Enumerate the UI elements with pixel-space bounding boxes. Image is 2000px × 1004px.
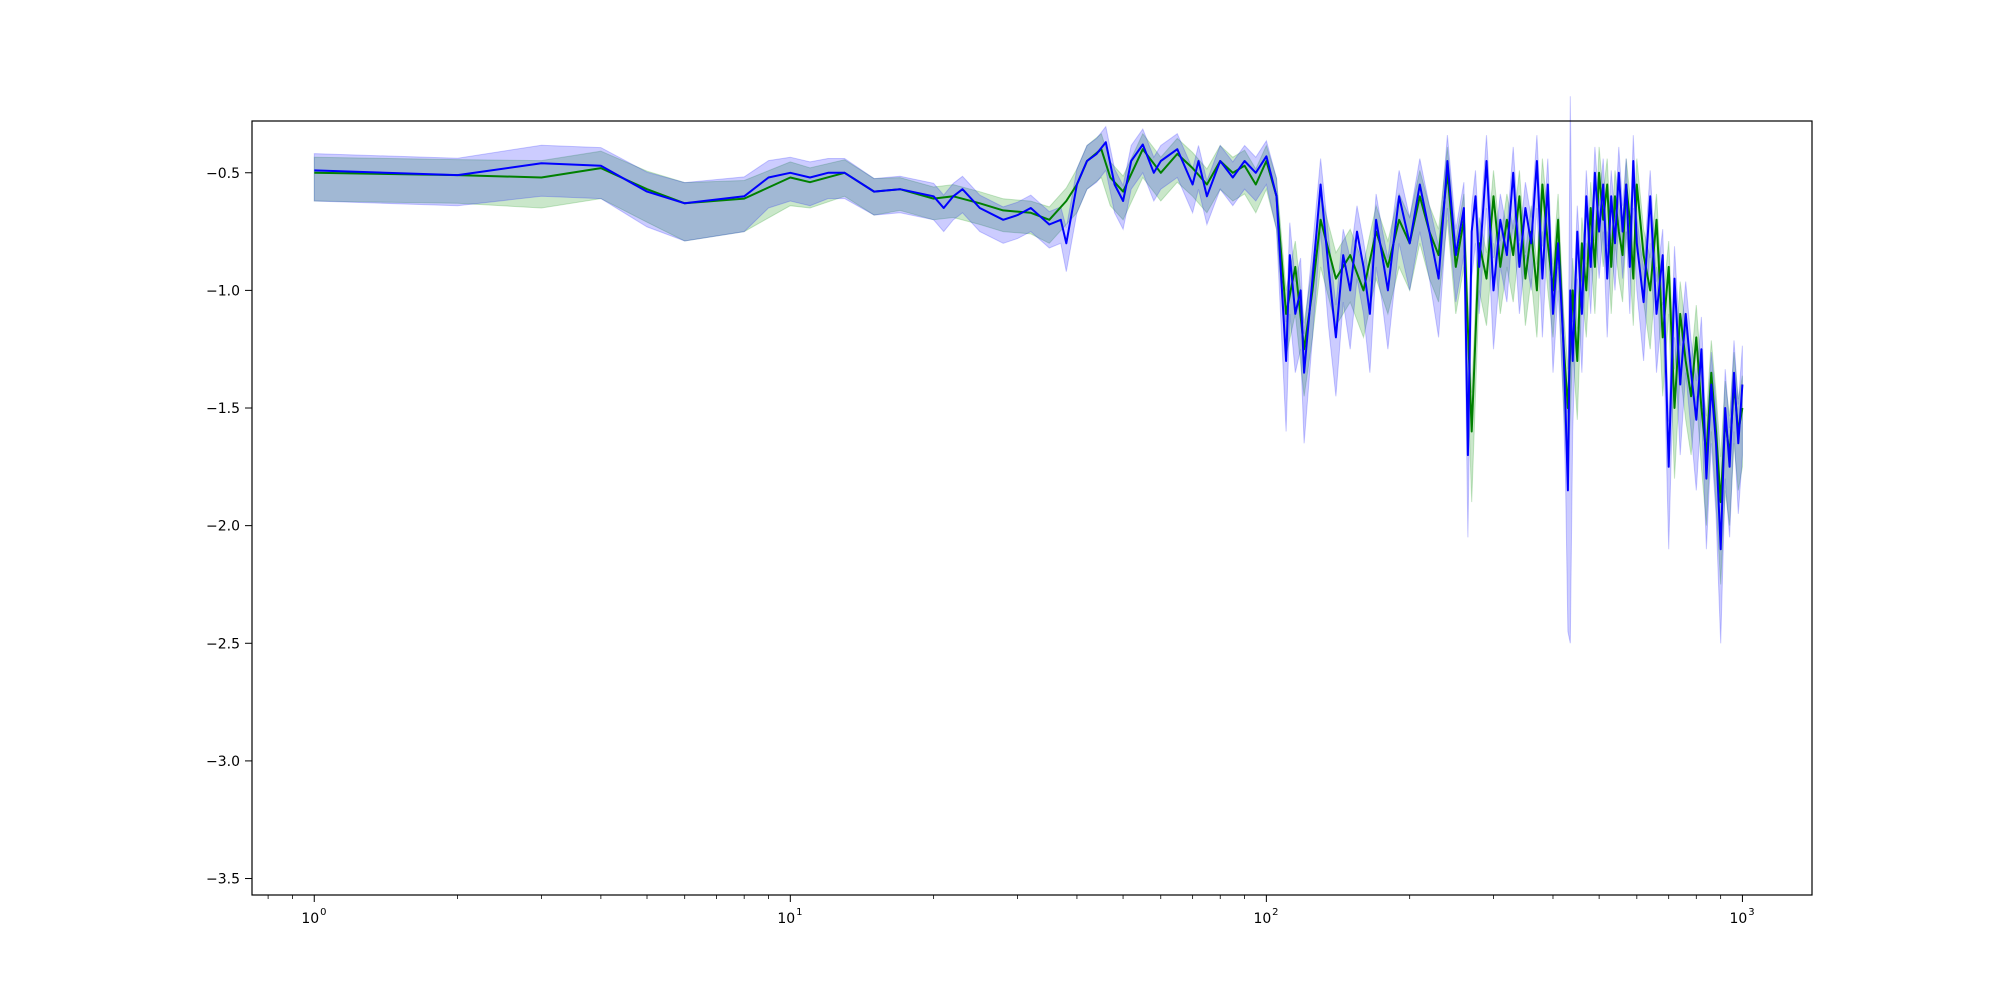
y-tick-label: −1.0 (206, 283, 240, 299)
series-1-line (314, 148, 1744, 504)
x-tick-label-exponent: 0 (320, 907, 326, 918)
series-lines (314, 141, 1744, 551)
y-tick-label: −3.0 (206, 754, 240, 770)
x-tick-label: 10 (1253, 911, 1271, 927)
x-tick-label: 10 (301, 911, 319, 927)
confidence-bands (313, 96, 1743, 644)
y-tick-label: −0.5 (206, 166, 240, 182)
y-tick-label: −1.5 (206, 401, 240, 417)
series-2-line (314, 141, 1744, 551)
x-tick-label: 10 (1730, 911, 1748, 927)
x-axis: 10 0 10 1 10 2 10 3 (267, 895, 1755, 927)
x-tick-label: 10 (777, 911, 795, 927)
x-tick-label-exponent: 2 (1272, 907, 1278, 918)
y-tick-label: −3.5 (206, 872, 240, 888)
y-tick-label: −2.0 (206, 519, 240, 535)
y-tick-label: −2.5 (206, 636, 240, 652)
series-2-band (313, 96, 1743, 644)
x-tick-label-exponent: 1 (796, 907, 802, 918)
plot-frame (251, 120, 1813, 896)
y-axis: −0.5 −1.0 −1.5 −2.0 −2.5 −3.0 −3.5 (206, 166, 252, 888)
x-tick-label-exponent: 3 (1748, 907, 1754, 918)
